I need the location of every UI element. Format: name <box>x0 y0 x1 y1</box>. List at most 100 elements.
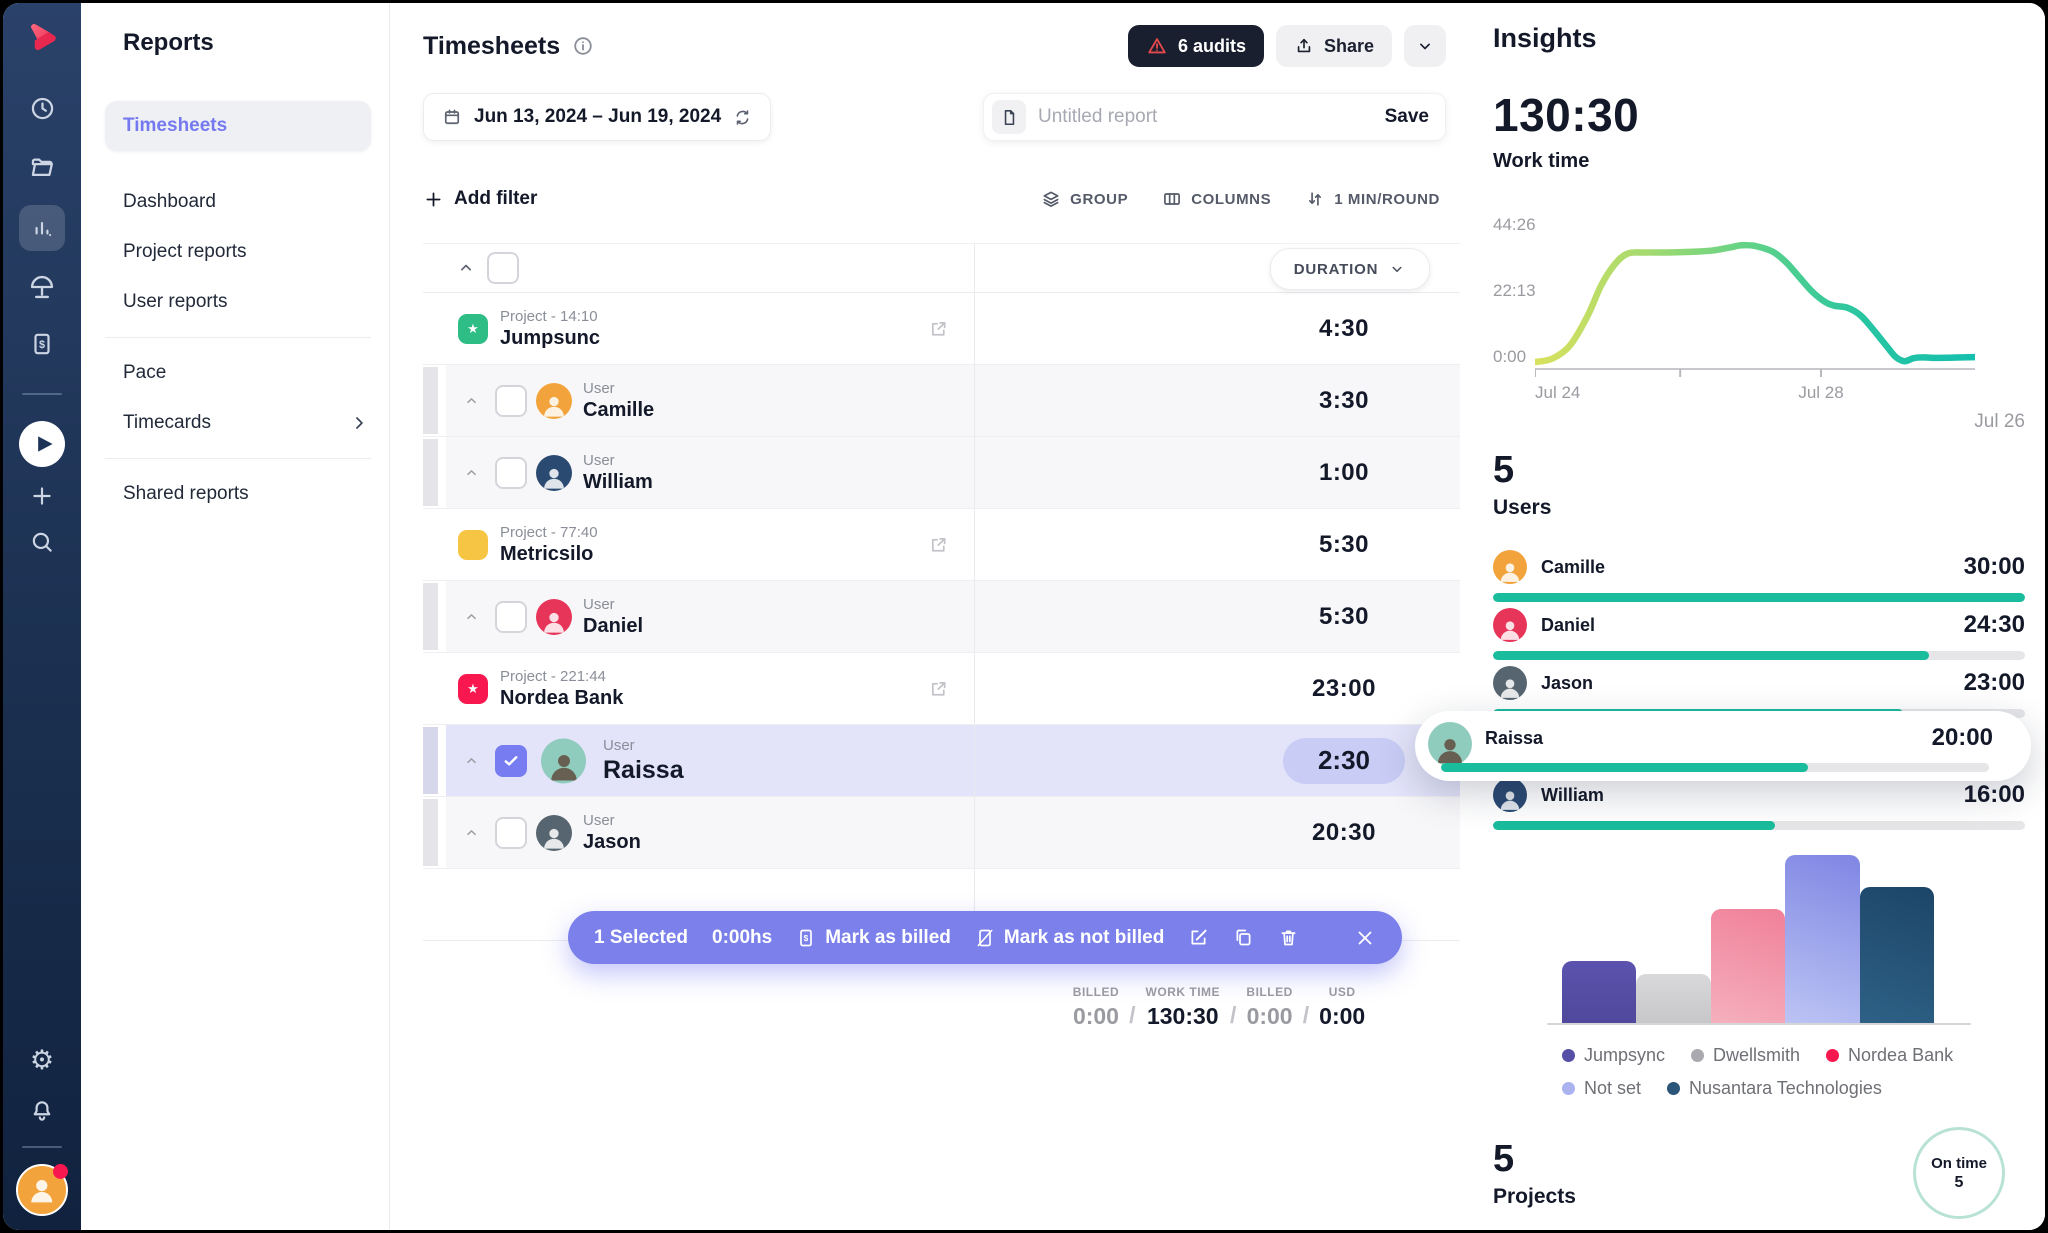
columns-button[interactable]: COLUMNS <box>1162 189 1271 209</box>
sidebar-item-timesheets[interactable]: Timesheets <box>105 101 371 151</box>
collapse-chevron-icon[interactable] <box>463 752 480 769</box>
audits-button[interactable]: 6 audits <box>1127 25 1264 67</box>
sidebar-item-timecards[interactable]: Timecards <box>81 398 389 448</box>
sidebar-divider <box>105 337 371 338</box>
sidebar-item-shared-reports[interactable]: Shared reports <box>123 483 249 504</box>
sort-arrows-icon <box>1305 189 1325 209</box>
invoices-icon[interactable]: $ <box>29 331 55 357</box>
usd-total: 0:00 <box>1319 1003 1366 1029</box>
notifications-bell-icon[interactable] <box>29 1098 55 1124</box>
row-checkbox[interactable] <box>495 384 527 417</box>
row-checkbox-checked[interactable] <box>495 744 527 777</box>
collapse-chevron-icon[interactable] <box>463 392 480 409</box>
info-icon[interactable] <box>572 35 594 57</box>
project-color-icon: ★ <box>458 673 488 704</box>
row-checkbox[interactable] <box>495 816 527 849</box>
duplicate-icon[interactable] <box>1233 927 1254 948</box>
rounding-button[interactable]: 1 MIN/ROUND <box>1305 189 1440 209</box>
mark-as-not-billed-button[interactable]: Mark as not billed <box>975 927 1164 949</box>
duration-cell: 3:30 <box>1318 386 1370 414</box>
column-divider <box>974 243 975 941</box>
indent-strip <box>423 439 438 506</box>
plus-icon <box>423 189 444 210</box>
billed-total: 0:00 <box>1072 1003 1119 1029</box>
bar-chart-axis <box>1547 1023 1971 1025</box>
work-time-total: 130:30 <box>1146 1003 1219 1029</box>
project-name: Jumpsunc <box>500 326 601 349</box>
duration-column-header[interactable]: DURATION <box>1270 248 1430 290</box>
calendar-icon <box>442 107 462 127</box>
collapse-chevron-icon[interactable] <box>463 608 480 625</box>
share-dropdown-button[interactable] <box>1404 25 1446 67</box>
indent-strip <box>423 799 438 866</box>
table-row-user-selected[interactable]: User Raissa 2:30 <box>423 725 1460 797</box>
table-row-user[interactable]: User William 1:00 <box>423 437 1460 509</box>
row-checkbox[interactable] <box>495 600 527 633</box>
external-link-icon[interactable] <box>928 318 949 339</box>
row-checkbox[interactable] <box>495 456 527 489</box>
external-link-icon[interactable] <box>928 534 949 555</box>
bar-jumpsync <box>1562 960 1637 1023</box>
user-name: Daniel <box>583 614 644 637</box>
date-range-picker[interactable]: Jun 13, 2024 – Jun 19, 2024 <box>423 93 772 141</box>
bar-nusantara <box>1859 886 1935 1023</box>
insights-title: Insights <box>1493 23 1597 53</box>
save-button[interactable]: Save <box>1384 106 1429 127</box>
add-icon[interactable] <box>29 483 55 509</box>
users-count: 5 <box>1493 449 1515 491</box>
on-time-badge: On time 5 <box>1913 1127 2005 1219</box>
table-row-project[interactable]: Project - 77:40 Metricsilo 5:30 <box>423 509 1460 581</box>
x-tick-label: Jul 24 <box>1535 383 1581 402</box>
search-icon[interactable] <box>29 529 55 555</box>
collapse-all-chevron-icon[interactable] <box>456 258 476 278</box>
table-row-user[interactable]: User Jason 20:30 <box>423 797 1460 869</box>
project-name: Nordea Bank <box>500 686 624 709</box>
bar-dwellsmith <box>1636 974 1711 1023</box>
group-button[interactable]: GROUP <box>1041 189 1128 209</box>
table-row-user[interactable]: User Camille 3:30 <box>423 365 1460 437</box>
time-tracker-icon[interactable] <box>29 95 56 122</box>
select-all-checkbox[interactable] <box>487 252 519 284</box>
share-button[interactable]: Share <box>1275 25 1392 67</box>
work-time-value: 130:30 <box>1493 89 1640 141</box>
edit-icon[interactable] <box>1188 927 1209 948</box>
refresh-icon[interactable] <box>733 108 752 127</box>
mark-as-billed-button[interactable]: $ Mark as billed <box>796 927 951 949</box>
collapse-chevron-icon[interactable] <box>463 464 480 481</box>
add-filter-button[interactable]: Add filter <box>423 188 537 210</box>
y-tick: 22:13 <box>1493 281 1536 300</box>
table-row-project[interactable]: ★ Project - 221:44 Nordea Bank 23:00 <box>423 653 1460 725</box>
external-link-icon[interactable] <box>928 678 949 699</box>
avatar <box>1493 666 1527 700</box>
billed-total-2: 0:00 <box>1246 1003 1293 1029</box>
report-name-input[interactable]: Untitled report <box>1038 106 1158 127</box>
start-timer-button[interactable] <box>19 421 65 467</box>
bar-not-set <box>1785 855 1860 1023</box>
app-logo-icon[interactable] <box>20 19 64 63</box>
svg-text:$: $ <box>804 932 809 942</box>
reports-chart-icon[interactable] <box>19 205 65 251</box>
settings-gear-icon[interactable]: ⚙ <box>29 1045 55 1075</box>
close-icon[interactable] <box>1354 927 1376 949</box>
sidebar-item-project-reports[interactable]: Project reports <box>123 241 247 262</box>
table-row-project[interactable]: ★ Project - 14:10 Jumpsunc 4:30 <box>423 293 1460 365</box>
duration-cell-selected: 2:30 <box>1283 737 1405 784</box>
projects-folder-icon[interactable] <box>29 154 56 181</box>
collapse-chevron-icon[interactable] <box>463 824 480 841</box>
document-icon <box>992 100 1026 134</box>
main-content: Timesheets 6 audits Share <box>389 3 1461 1230</box>
report-name-card: Untitled report Save <box>983 93 1446 141</box>
users-label: Users <box>1493 496 1552 519</box>
work-time-label: Work time <box>1493 150 1590 172</box>
user-avatar[interactable] <box>16 1164 68 1216</box>
warning-triangle-icon <box>1146 35 1168 57</box>
delete-trash-icon[interactable] <box>1278 927 1299 948</box>
sidebar-item-pace[interactable]: Pace <box>123 362 167 383</box>
duration-cell: 5:30 <box>1318 602 1370 630</box>
avatar <box>1493 550 1527 584</box>
layers-icon <box>1041 189 1061 209</box>
sidebar-item-user-reports[interactable]: User reports <box>123 291 228 312</box>
table-row-user[interactable]: User Daniel 5:30 <box>423 581 1460 653</box>
sidebar-item-dashboard[interactable]: Dashboard <box>123 191 216 212</box>
vacations-umbrella-icon[interactable] <box>28 273 56 301</box>
